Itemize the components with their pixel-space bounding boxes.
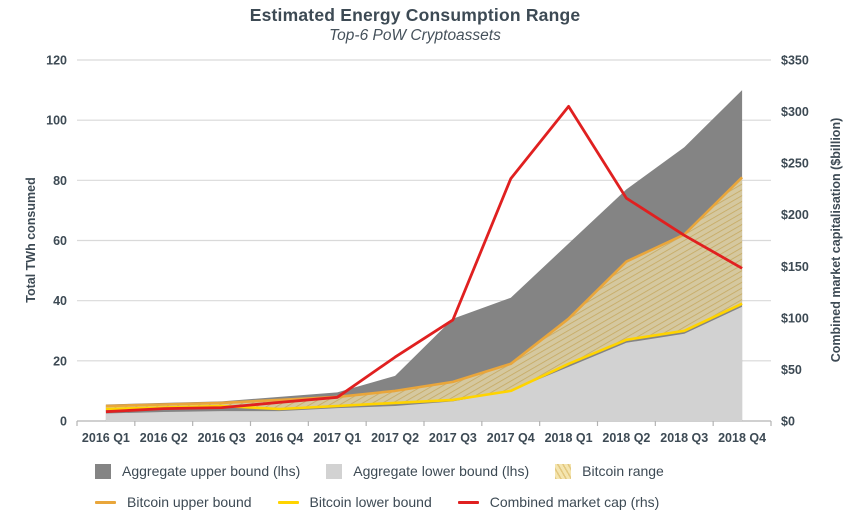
x-axis-category-label: 2018 Q3 <box>660 431 708 445</box>
bitcoin-range-swatch <box>555 463 572 479</box>
series-aggregate-lower-area <box>105 306 743 421</box>
series-bitcoin-upper-line <box>105 176 744 408</box>
legend-item-bitcoin-range: Bitcoin range <box>555 463 664 479</box>
legend-item-aggregate-upper: Aggregate upper bound (lhs) <box>95 463 300 479</box>
x-axis-category-label: 2018 Q2 <box>602 431 650 445</box>
left-axis-tick-label: 80 <box>53 174 67 188</box>
right-axis-tick-label: $50 <box>781 363 802 377</box>
plot-area: 0 20 40 60 80 100 120 $0 $50 $100 $150 $200 $250 $300… <box>46 54 809 446</box>
legend-label: Bitcoin upper bound <box>127 494 252 510</box>
left-axis-tick-label: 60 <box>53 234 67 248</box>
left-axis-tick-label: 100 <box>46 114 67 128</box>
x-axis-category-label: 2017 Q1 <box>313 431 361 445</box>
x-axis-category-label: 2018 Q1 <box>545 431 593 445</box>
legend-label: Aggregate upper bound (lhs) <box>122 463 301 479</box>
aggregate-lower-swatch <box>326 463 343 479</box>
x-axis-category-label: 2018 Q4 <box>718 431 766 445</box>
bitcoin-lower-swatch <box>277 500 299 504</box>
legend-label: Combined market cap (rhs) <box>489 494 660 510</box>
legend-item-bitcoin-upper: Bitcoin upper bound <box>95 494 252 510</box>
left-axis-tick-label: 120 <box>46 54 67 68</box>
right-axis-tick-label: $100 <box>781 311 809 325</box>
chart-title: Estimated Energy Consumption Range <box>249 5 581 25</box>
legend-label: Bitcoin lower bound <box>309 494 432 510</box>
legend-item-market-cap: Combined market cap (rhs) <box>457 494 660 510</box>
series-bitcoin-lower-line <box>105 302 743 411</box>
x-axis-category-label: 2017 Q4 <box>487 431 535 445</box>
right-axis-tick-label: $350 <box>781 54 809 68</box>
left-axis-tick-label: 0 <box>60 415 67 429</box>
left-axis-tick-label: 40 <box>53 294 67 308</box>
right-axis-tick-label: $250 <box>781 157 809 171</box>
legend-label: Bitcoin range <box>582 463 664 479</box>
left-axis-tick-label: 20 <box>53 354 67 368</box>
chart-subtitle: Top-6 PoW Cryptoassets <box>329 27 501 44</box>
right-axis-tick-label: $150 <box>781 260 809 274</box>
legend-label: Aggregate lower bound (lhs) <box>353 463 530 479</box>
series-market-cap-line <box>105 105 743 414</box>
legend-row-1: Aggregate upper bound (lhs) Aggregate lo… <box>95 463 664 479</box>
market-cap-swatch <box>457 500 479 504</box>
x-axis-category-label: 2016 Q3 <box>198 431 246 445</box>
x-axis-category-label: 2017 Q2 <box>371 431 419 445</box>
right-axis-tick-label: $0 <box>781 415 795 429</box>
legend-row-2: Bitcoin upper bound Bitcoin lower bound … <box>95 494 659 510</box>
x-axis-category-label: 2016 Q2 <box>140 431 188 445</box>
bitcoin-upper-swatch <box>95 500 116 504</box>
series-bitcoin-range-band <box>105 177 743 409</box>
legend-item-bitcoin-lower: Bitcoin lower bound <box>277 494 432 510</box>
aggregate-upper-swatch <box>95 463 111 479</box>
x-axis-category-label: 2016 Q1 <box>82 431 130 445</box>
legend-item-aggregate-lower: Aggregate lower bound (lhs) <box>326 463 529 479</box>
x-axis-category-label: 2016 Q4 <box>255 431 303 445</box>
right-axis-tick-label: $200 <box>781 208 809 222</box>
x-axis-category-label: 2017 Q3 <box>429 431 477 445</box>
right-axis-tick-label: $300 <box>781 105 809 119</box>
